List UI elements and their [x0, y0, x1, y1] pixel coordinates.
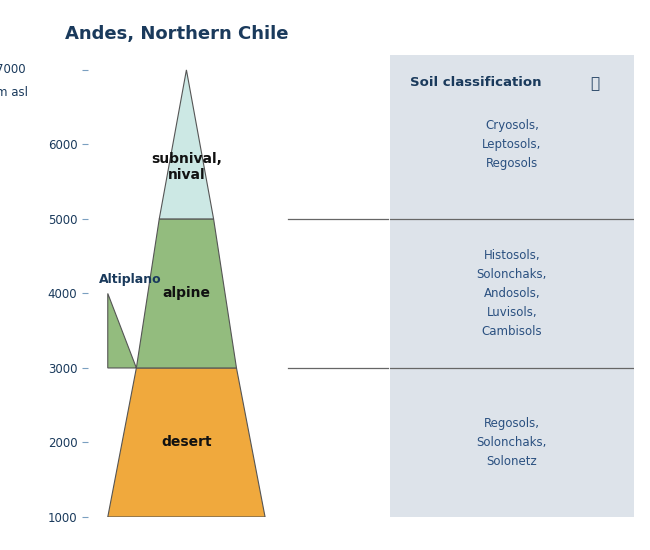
Text: alpine: alpine [162, 287, 211, 300]
Text: Regosols,
Solonchaks,
Solonetz: Regosols, Solonchaks, Solonetz [476, 417, 547, 468]
Text: Soil classification: Soil classification [410, 76, 541, 89]
Text: Altiplano: Altiplano [99, 273, 162, 286]
Text: ⛓: ⛓ [590, 76, 599, 91]
Polygon shape [108, 368, 265, 517]
Text: 7000: 7000 [0, 63, 26, 76]
Text: desert: desert [161, 436, 212, 449]
Text: m asl: m asl [0, 86, 28, 99]
Text: Andes, Northern Chile: Andes, Northern Chile [65, 25, 289, 43]
Polygon shape [108, 219, 237, 368]
Polygon shape [159, 70, 214, 219]
Text: Cryosols,
Leptosols,
Regosols: Cryosols, Leptosols, Regosols [482, 119, 541, 170]
Text: Histosols,
Solonchaks,
Andosols,
Luvisols,
Cambisols: Histosols, Solonchaks, Andosols, Luvisol… [476, 249, 547, 338]
Text: subnival,
nival: subnival, nival [151, 152, 222, 182]
